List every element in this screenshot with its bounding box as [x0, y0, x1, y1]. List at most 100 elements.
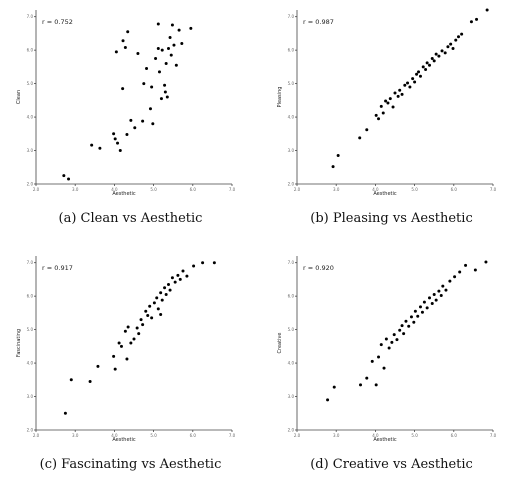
data-point: [473, 268, 477, 272]
data-point: [121, 87, 125, 91]
x-tick-label: 7.0: [229, 187, 236, 192]
data-point: [146, 314, 150, 318]
data-point: [377, 117, 381, 121]
data-point: [448, 279, 452, 283]
data-point: [139, 318, 143, 322]
data-point: [113, 367, 117, 371]
scatter-plot-b: 2.0 3.0 4.0 5.0 6.0 7.0 2.0 3.0 4.0 5.0 6.0 7.0 Aest…: [277, 8, 497, 197]
x-axis-label: Aesthetic: [373, 437, 397, 443]
data-point: [119, 344, 123, 348]
y-tick-label: 3.0: [288, 394, 295, 399]
data-point: [156, 46, 160, 50]
data-point: [374, 383, 378, 387]
x-tick-label: 6.0: [190, 433, 197, 438]
data-point: [359, 383, 363, 387]
data-point: [156, 22, 160, 26]
data-point: [164, 292, 168, 296]
data-point: [126, 30, 130, 34]
data-point: [126, 325, 130, 329]
data-point: [434, 52, 438, 56]
data-point: [430, 57, 434, 61]
x-tick-label: 7.0: [490, 187, 497, 192]
data-point: [365, 376, 369, 380]
data-point: [172, 43, 176, 47]
y-axis-label: Fascinating: [16, 329, 22, 357]
x-tick-label: 2.0: [33, 433, 40, 438]
data-point: [132, 337, 136, 341]
data-point: [170, 23, 174, 27]
data-point: [169, 53, 173, 57]
x-tick-label: 4.0: [372, 187, 379, 192]
data-point: [177, 28, 181, 32]
y-tick-label: 5.0: [288, 327, 295, 332]
data-point: [413, 309, 417, 313]
x-tick-label: 6.0: [451, 433, 458, 438]
data-point: [129, 118, 133, 122]
data-point: [396, 94, 400, 98]
data-point: [358, 136, 362, 140]
data-point: [112, 132, 116, 136]
x-tick-label: 2.0: [294, 433, 301, 438]
data-point: [178, 277, 182, 281]
y-tick-label: 4.0: [288, 115, 295, 120]
data-point: [407, 324, 411, 328]
data-point: [374, 113, 378, 117]
data-point: [432, 292, 436, 296]
caption-c: (c) Fascinating vs Aesthetic: [39, 457, 222, 472]
data-point: [173, 280, 177, 284]
data-point: [402, 332, 406, 336]
y-tick-label: 2.0: [288, 182, 295, 187]
data-point: [388, 97, 392, 101]
data-point: [443, 51, 447, 55]
data-point: [377, 355, 381, 359]
caption-d: (d) Creative vs Aesthetic: [310, 457, 473, 472]
data-point: [331, 165, 335, 169]
data-point: [157, 70, 161, 74]
data-point: [379, 343, 383, 347]
data-point: [159, 97, 163, 101]
data-point: [96, 364, 100, 368]
y-tick-label: 5.0: [27, 81, 34, 86]
data-point: [150, 316, 154, 320]
data-point: [176, 273, 180, 277]
data-point: [406, 81, 410, 85]
data-point: [141, 119, 145, 123]
data-point: [484, 260, 488, 264]
x-tick-label: 2.0: [294, 187, 301, 192]
data-point: [326, 398, 330, 402]
data-point: [160, 48, 164, 52]
x-axis-label: Aesthetic: [373, 191, 397, 197]
data-point: [370, 359, 374, 363]
data-point: [475, 17, 479, 21]
x-tick-label: 4.0: [111, 187, 118, 192]
y-tick-label: 3.0: [288, 148, 295, 153]
panel-a: 2.0 3.0 4.0 5.0 6.0 7.0 2.0 3.0 4.0 5.0 6.0 7.0 Aest…: [0, 0, 261, 200]
data-point: [336, 154, 340, 158]
data-point: [425, 61, 429, 65]
x-tick-label: 3.0: [333, 433, 340, 438]
data-point: [418, 305, 422, 309]
x-tick-label: 5.0: [411, 187, 418, 192]
data-point: [114, 50, 118, 54]
data-point: [164, 62, 168, 66]
data-point: [441, 284, 445, 288]
x-tick-label: 6.0: [451, 187, 458, 192]
x-axis-label: Aesthetic: [112, 437, 136, 443]
data-point: [156, 307, 160, 311]
data-point: [379, 104, 383, 108]
data-point: [408, 85, 412, 89]
data-point: [458, 270, 462, 274]
data-point: [144, 309, 148, 313]
data-point: [112, 354, 116, 358]
data-point: [416, 314, 420, 318]
x-tick-label: 3.0: [72, 433, 79, 438]
data-point: [415, 72, 419, 76]
data-point: [123, 329, 127, 333]
data-point: [449, 42, 453, 46]
data-point: [427, 296, 431, 300]
data-point: [181, 269, 185, 273]
data-point: [384, 99, 388, 103]
data-point: [432, 59, 436, 63]
data-point: [166, 46, 170, 50]
data-point: [464, 263, 468, 267]
